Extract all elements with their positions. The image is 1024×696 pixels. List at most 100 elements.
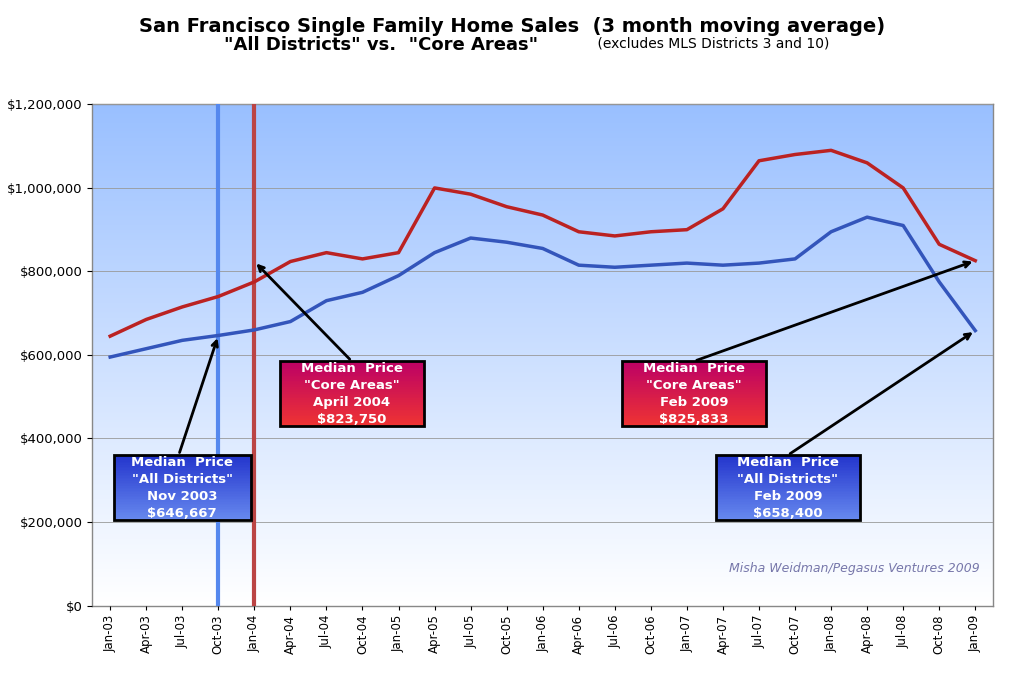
Bar [92, 577, 993, 579]
Bar [92, 233, 993, 235]
Bar [92, 268, 993, 270]
Bar [92, 497, 993, 498]
Bar [280, 370, 424, 371]
Bar [114, 476, 251, 478]
Bar [280, 365, 424, 366]
Bar [92, 482, 993, 484]
Bar [716, 507, 860, 509]
Bar [622, 422, 766, 425]
Bar [92, 181, 993, 183]
Bar [280, 421, 424, 422]
Bar [92, 301, 993, 303]
Bar [114, 460, 251, 461]
Bar [622, 379, 766, 381]
Bar [622, 389, 766, 390]
Bar [92, 599, 993, 601]
Bar [92, 114, 993, 116]
Bar [92, 455, 993, 457]
Bar [92, 496, 993, 497]
Bar [92, 445, 993, 447]
Bar [716, 516, 860, 519]
Bar [92, 410, 993, 412]
Bar [716, 471, 860, 473]
Bar [622, 402, 766, 403]
Bar [114, 481, 251, 483]
Bar [92, 201, 993, 203]
Bar [92, 402, 993, 404]
Bar [92, 258, 993, 260]
Bar [622, 403, 766, 405]
Bar [716, 465, 860, 466]
Bar [92, 340, 993, 342]
Bar [92, 487, 993, 489]
Bar [92, 498, 993, 500]
Bar [114, 504, 251, 505]
Bar [622, 400, 766, 402]
Bar [92, 237, 993, 238]
Bar [92, 216, 993, 218]
Bar [92, 330, 993, 331]
Bar [92, 395, 993, 397]
Bar [92, 597, 993, 599]
Bar [92, 118, 993, 120]
Bar [716, 499, 860, 500]
Bar [92, 173, 993, 175]
Bar [92, 164, 993, 166]
Bar [622, 421, 766, 422]
Bar [92, 363, 993, 365]
Bar [92, 515, 993, 517]
Bar [622, 390, 766, 392]
Bar [92, 459, 993, 460]
Bar [716, 519, 860, 520]
Bar [92, 106, 993, 108]
Bar [92, 295, 993, 296]
Bar [280, 377, 424, 379]
Bar [92, 325, 993, 326]
Bar [114, 514, 251, 515]
Bar [92, 329, 993, 330]
Bar [92, 296, 993, 298]
Bar [92, 465, 993, 467]
Bar [92, 251, 993, 253]
Bar [92, 571, 993, 572]
Bar [716, 489, 860, 491]
Bar [92, 507, 993, 509]
Bar [92, 422, 993, 423]
Bar [92, 322, 993, 323]
Bar [92, 585, 993, 587]
Bar [622, 397, 766, 398]
Bar [716, 473, 860, 475]
Bar [92, 448, 993, 450]
Bar [92, 129, 993, 131]
Bar [92, 589, 993, 590]
Bar [92, 143, 993, 145]
Bar [622, 410, 766, 411]
Bar [716, 483, 860, 484]
Bar [92, 406, 993, 409]
Bar [114, 484, 251, 486]
Bar [622, 425, 766, 426]
Bar [92, 354, 993, 355]
Bar [92, 409, 993, 410]
Bar [92, 111, 993, 113]
Bar [92, 136, 993, 138]
Bar [92, 248, 993, 250]
Bar [622, 395, 766, 397]
Bar [92, 415, 993, 417]
Bar [92, 470, 993, 472]
Text: (excludes MLS Districts 3 and 10): (excludes MLS Districts 3 and 10) [594, 36, 829, 50]
Bar [114, 519, 251, 520]
Bar [716, 512, 860, 514]
Bar [716, 470, 860, 471]
Bar [92, 509, 993, 510]
Bar [92, 594, 993, 596]
Bar [92, 443, 993, 445]
Bar [92, 392, 993, 393]
Bar [92, 225, 993, 226]
Bar [92, 228, 993, 230]
Bar [716, 509, 860, 510]
Bar [92, 517, 993, 519]
Bar [622, 415, 766, 416]
Bar [716, 476, 860, 478]
Bar [92, 404, 993, 405]
